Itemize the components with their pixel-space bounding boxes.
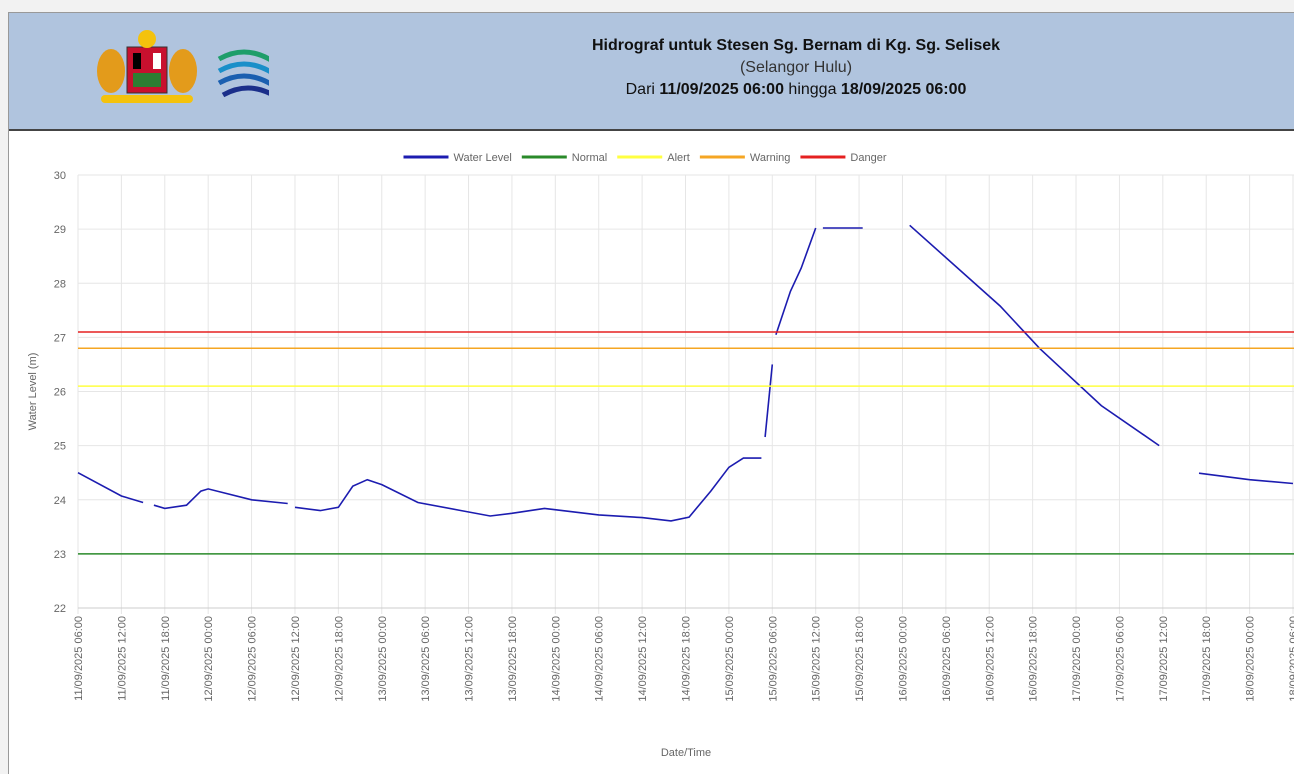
x-tick-label: 18/09/2025 00:00 xyxy=(1245,616,1257,702)
range-word: hingga xyxy=(788,81,837,98)
date-range: Dari 11/09/2025 06:00 hingga 18/09/2025 … xyxy=(289,81,1294,99)
x-tick-label: 16/09/2025 12:00 xyxy=(984,616,996,702)
y-tick-label: 26 xyxy=(54,387,66,399)
logos xyxy=(97,30,269,103)
page: Hidrograf untuk Stesen Sg. Bernam di Kg.… xyxy=(8,12,1294,774)
x-tick-label: 12/09/2025 18:00 xyxy=(333,616,345,702)
x-tick-label: 16/09/2025 06:00 xyxy=(941,616,953,702)
y-axis-label: Water Level (m) xyxy=(27,353,39,431)
legend-label: Normal xyxy=(572,152,607,164)
x-tick-label: 16/09/2025 18:00 xyxy=(1028,616,1040,702)
x-tick-label: 17/09/2025 06:00 xyxy=(1114,616,1126,702)
x-tick-label: 15/09/2025 12:00 xyxy=(811,616,823,702)
x-axis-label: Date/Time xyxy=(661,747,711,759)
x-tick-label: 11/09/2025 18:00 xyxy=(160,616,172,701)
x-tick-label: 15/09/2025 18:00 xyxy=(854,616,866,702)
legend-label: Danger xyxy=(850,152,886,164)
x-tick-label: 13/09/2025 00:00 xyxy=(377,616,389,702)
legend-label: Warning xyxy=(750,152,791,164)
coat-of-arms xyxy=(97,30,197,103)
range-to: 18/09/2025 06:00 xyxy=(840,81,967,98)
x-tick-label: 17/09/2025 00:00 xyxy=(1071,616,1083,702)
y-tick-label: 28 xyxy=(54,278,66,290)
x-tick-label: 14/09/2025 00:00 xyxy=(550,616,562,702)
x-tick-label: 12/09/2025 12:00 xyxy=(290,616,302,702)
y-tick-label: 24 xyxy=(54,495,66,507)
legend-label: Alert xyxy=(667,152,690,164)
legend: Water Level Normal Alert Warning Danger xyxy=(403,152,887,164)
y-tick-label: 27 xyxy=(54,332,66,344)
x-tick-label: 17/09/2025 12:00 xyxy=(1158,616,1170,702)
x-tick-label: 15/09/2025 06:00 xyxy=(767,616,779,702)
range-from: 11/09/2025 06:00 xyxy=(659,81,784,98)
x-tick-label: 14/09/2025 18:00 xyxy=(681,616,693,702)
x-tick-label: 13/09/2025 18:00 xyxy=(507,616,519,702)
water-logo xyxy=(217,49,269,98)
subtitle: (Selangor Hulu) xyxy=(739,59,853,76)
y-tick-label: 23 xyxy=(54,549,66,561)
x-tick-label: 13/09/2025 06:00 xyxy=(420,616,432,702)
x-tick-label: 15/09/2025 00:00 xyxy=(724,616,736,702)
x-tick-label: 11/09/2025 06:00 xyxy=(73,616,85,701)
title: Hidrograf untuk Stesen Sg. Bernam di Kg.… xyxy=(591,37,1001,54)
legend-label: Water Level xyxy=(453,152,511,164)
y-tick-label: 30 xyxy=(54,170,66,182)
header: Hidrograf untuk Stesen Sg. Bernam di Kg.… xyxy=(9,13,1294,131)
x-tick-label: 16/09/2025 00:00 xyxy=(897,616,909,702)
x-tick-label: 14/09/2025 12:00 xyxy=(637,616,649,702)
y-tick-label: 22 xyxy=(54,603,66,615)
x-tick-label: 13/09/2025 12:00 xyxy=(464,616,476,702)
x-tick-label: 12/09/2025 06:00 xyxy=(247,616,259,702)
y-tick-label: 29 xyxy=(54,224,66,236)
range-word: Dari xyxy=(625,81,655,98)
x-tick-label: 12/09/2025 00:00 xyxy=(203,616,215,702)
x-tick-label: 11/09/2025 12:00 xyxy=(116,616,128,701)
y-tick-label: 25 xyxy=(54,441,66,453)
x-tick-label: 14/09/2025 06:00 xyxy=(594,616,606,702)
x-tick-label: 17/09/2025 18:00 xyxy=(1201,616,1213,702)
x-tick-label: 18/09/2025 06:00 xyxy=(1288,616,1294,702)
